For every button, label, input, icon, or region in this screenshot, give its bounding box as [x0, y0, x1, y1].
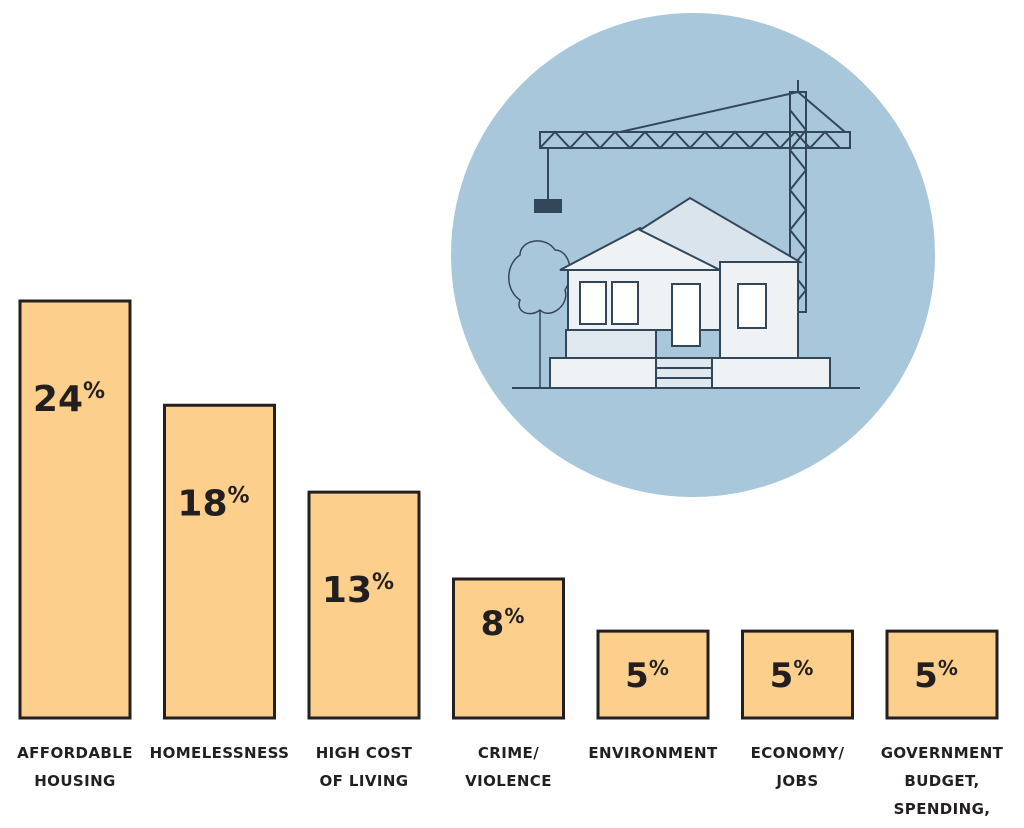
bar-value-label: 18%: [177, 483, 249, 524]
bar: [885, 629, 999, 720]
category-label: ECONOMY/: [751, 744, 845, 762]
category-label: VIOLENCE: [465, 772, 552, 790]
house-construction-illustration: [451, 13, 935, 497]
house-icon: [549, 196, 831, 389]
bar: [307, 490, 421, 720]
category-labels-group: AFFORDABLE HOUSING HOMELESSNESS HIGH COST OF…: [17, 744, 1004, 818]
category-label: HOMELESSNESS: [150, 744, 290, 762]
bar: [741, 629, 854, 720]
category-label: BUDGET,: [904, 772, 979, 790]
bar: [163, 403, 276, 720]
category-label: GOVERNMENT: [881, 744, 1004, 762]
bar-value-label: 5%: [625, 656, 669, 696]
category-label: JOBS: [775, 772, 818, 790]
bar-value-label: 5%: [914, 656, 958, 696]
crane-icon: [534, 80, 851, 313]
bars-group: 24% 18% 13% 8% 5% 5% 5%: [18, 299, 999, 720]
bar-value-label: 13%: [322, 570, 394, 611]
category-label: CRIME/: [478, 744, 539, 762]
bar-value-label: 24%: [33, 379, 105, 420]
bar: [596, 629, 710, 720]
bar: [452, 577, 565, 720]
category-label: AFFORDABLE: [17, 744, 133, 762]
category-label: HOUSING: [34, 772, 116, 790]
category-label: OF LIVING: [319, 772, 408, 790]
category-label: SPENDING,: [894, 800, 991, 818]
bar-value-label: 5%: [770, 656, 814, 696]
bar-value-label: 8%: [481, 604, 525, 644]
bar: [18, 299, 132, 720]
category-label: HIGH COST: [316, 744, 413, 762]
category-label: ENVIRONMENT: [588, 744, 718, 762]
